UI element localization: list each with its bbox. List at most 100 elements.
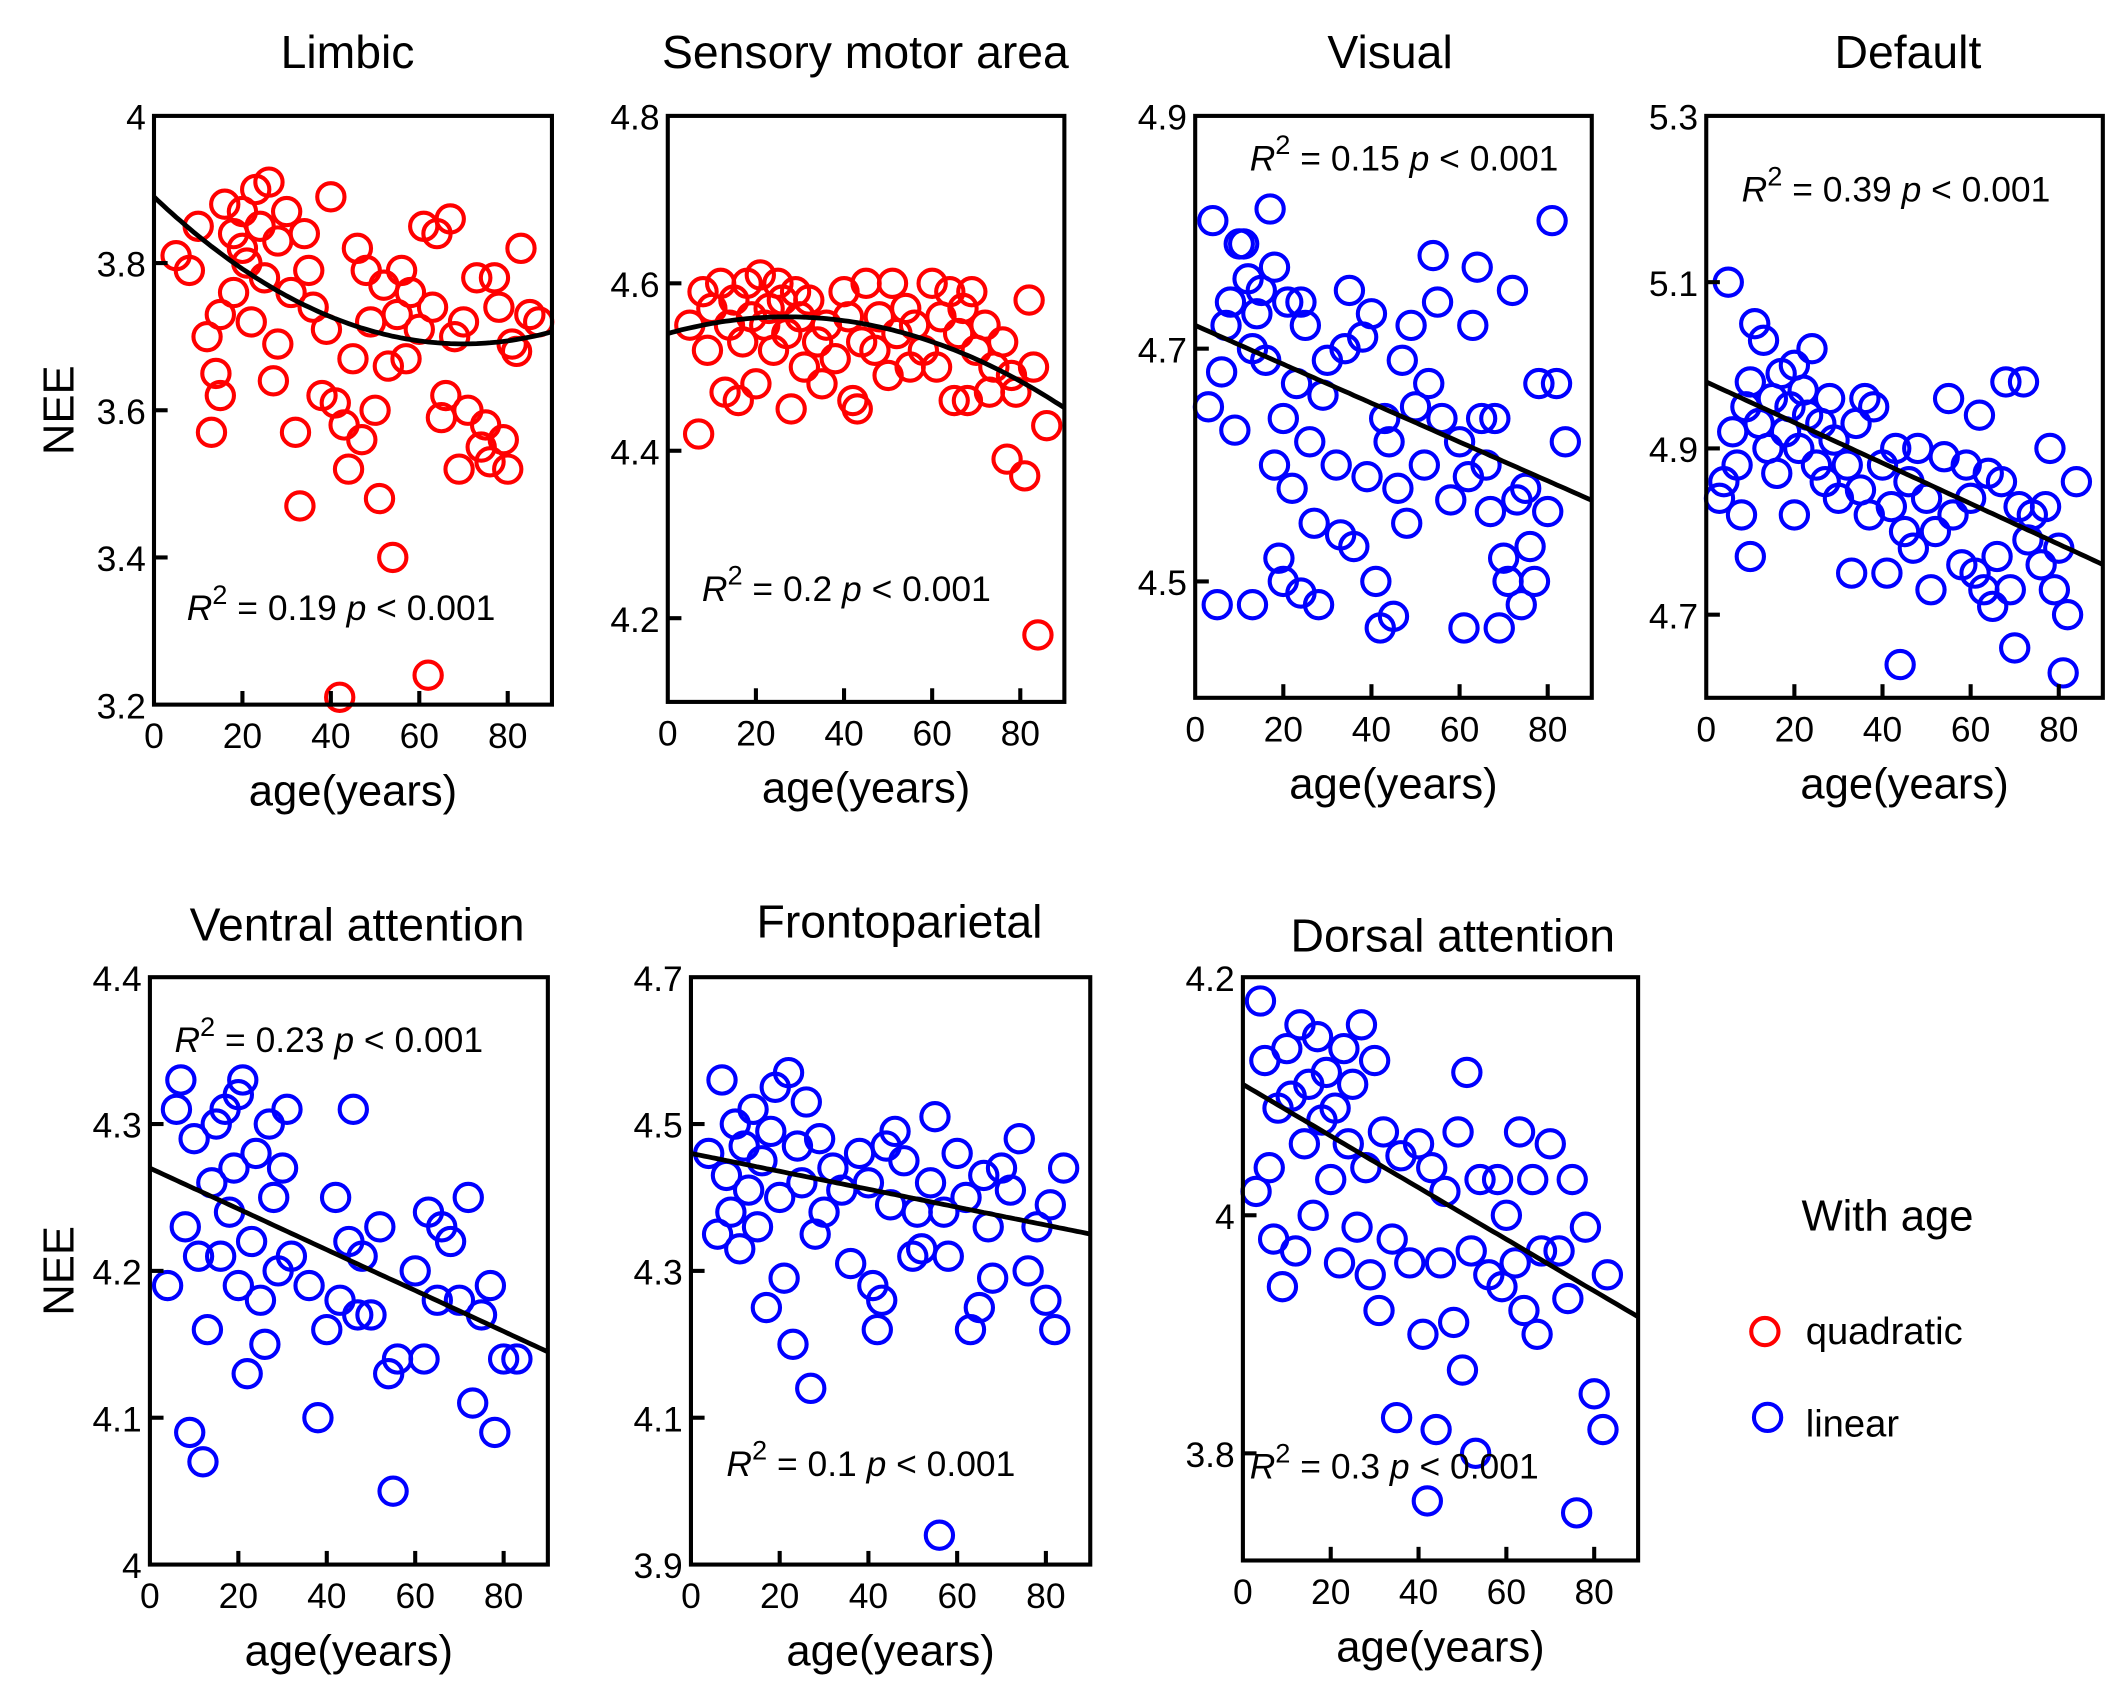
y-tick-label: 4.7 bbox=[1138, 330, 1187, 370]
x-tick-label: 20 bbox=[1311, 1572, 1350, 1612]
data-point bbox=[1880, 432, 1912, 465]
y-tick-label: 3.8 bbox=[1185, 1435, 1234, 1475]
data-point bbox=[1483, 612, 1515, 644]
data-point bbox=[1253, 1151, 1285, 1184]
data-point bbox=[1875, 490, 1907, 523]
data-point bbox=[355, 1299, 387, 1331]
x-tick-label: 60 bbox=[937, 1576, 976, 1616]
data-point bbox=[682, 418, 715, 450]
data-point bbox=[793, 284, 825, 316]
panel-title: Limbic bbox=[281, 26, 415, 78]
data-point bbox=[474, 446, 506, 478]
data-point bbox=[311, 1313, 343, 1346]
data-point bbox=[262, 225, 294, 257]
data-point bbox=[1420, 1413, 1452, 1446]
data-point bbox=[204, 298, 236, 331]
data-point bbox=[151, 1269, 184, 1302]
data-point bbox=[363, 482, 396, 515]
data-point bbox=[416, 291, 449, 323]
x-tick-label: 0 bbox=[144, 716, 164, 756]
panel-title: Ventral attention bbox=[190, 898, 525, 950]
data-point bbox=[1320, 449, 1352, 481]
data-point bbox=[479, 1416, 511, 1449]
data-point bbox=[1481, 1163, 1514, 1196]
data-point bbox=[781, 1130, 814, 1162]
data-point bbox=[390, 343, 422, 375]
p-value: 0.001 bbox=[407, 588, 496, 628]
x-tick-label: 20 bbox=[760, 1576, 799, 1616]
data-point bbox=[2025, 549, 2057, 581]
panel-visual: Visual 0 20 40 60 80 4.5 4.7 4.9 age(years) R2 = 0… bbox=[1138, 26, 1594, 809]
x-tick-label: 40 bbox=[849, 1576, 888, 1616]
data-point bbox=[744, 259, 776, 291]
panel-frontoparietal: Frontoparietal 0 20 40 60 80 3.9 4.1 4.3 4.5 4.7 ag… bbox=[634, 896, 1093, 1675]
data-point bbox=[1461, 251, 1493, 283]
y-tick-label: 5.1 bbox=[1649, 264, 1698, 304]
r2-annotation: R2 = 0.1 p < 0.001 bbox=[726, 1435, 1015, 1484]
data-point bbox=[1569, 1211, 1602, 1243]
data-point bbox=[1368, 402, 1401, 435]
data-point bbox=[1022, 619, 1054, 651]
data-point bbox=[408, 1343, 440, 1375]
y-tick-label: 3.9 bbox=[634, 1546, 683, 1586]
data-point bbox=[346, 1240, 378, 1272]
data-point bbox=[876, 267, 909, 299]
r2-value: 0.3 bbox=[1331, 1447, 1380, 1487]
data-point bbox=[1968, 574, 2000, 606]
data-point bbox=[841, 393, 873, 425]
data-point bbox=[1355, 298, 1388, 330]
data-point bbox=[790, 1086, 822, 1118]
x-tick-label: 60 bbox=[1487, 1572, 1526, 1612]
data-point bbox=[724, 1233, 756, 1265]
data-point bbox=[452, 1181, 484, 1214]
r2-value: 0.2 bbox=[783, 569, 832, 609]
panel-title: Sensory motor area bbox=[662, 26, 1069, 78]
data-point bbox=[231, 1357, 263, 1390]
data-point bbox=[1197, 204, 1229, 237]
data-point bbox=[994, 1174, 1027, 1206]
data-point bbox=[319, 1181, 352, 1214]
data-point bbox=[1455, 1235, 1487, 1267]
data-point bbox=[1734, 366, 1766, 398]
data-point bbox=[750, 1291, 783, 1324]
panel-title: Dorsal attention bbox=[1291, 909, 1615, 961]
data-point bbox=[1333, 274, 1366, 307]
data-point bbox=[1391, 507, 1423, 539]
data-point bbox=[1254, 193, 1286, 225]
data-point bbox=[1354, 1259, 1386, 1291]
data-point bbox=[1310, 1056, 1342, 1089]
data-point bbox=[976, 1262, 1009, 1294]
data-point bbox=[1271, 1032, 1303, 1065]
data-point bbox=[890, 292, 922, 325]
data-point bbox=[169, 1211, 201, 1243]
data-point bbox=[1514, 530, 1546, 563]
y-tick-label: 4.2 bbox=[92, 1253, 141, 1293]
data-point bbox=[457, 1387, 489, 1419]
data-point bbox=[1297, 1199, 1329, 1231]
data-point bbox=[1976, 590, 2009, 623]
data-point bbox=[1496, 274, 1529, 307]
data-point bbox=[1294, 426, 1326, 458]
data-point bbox=[1411, 1485, 1443, 1517]
fit-line-quadratic bbox=[667, 314, 1066, 410]
data-point bbox=[775, 393, 807, 425]
data-point bbox=[324, 1284, 356, 1316]
data-point bbox=[819, 342, 851, 375]
data-point bbox=[1214, 286, 1247, 318]
data-point bbox=[1778, 499, 1811, 531]
legend-marker-linear bbox=[1751, 1401, 1784, 1434]
fit-line-linear bbox=[690, 1151, 1091, 1237]
data-point bbox=[1376, 1223, 1408, 1255]
y-tick-label: 3.8 bbox=[97, 245, 146, 285]
x-axis-label: age(years) bbox=[249, 767, 457, 815]
data-point bbox=[1459, 1437, 1492, 1470]
data-point bbox=[1442, 1116, 1474, 1148]
data-point bbox=[266, 1152, 299, 1184]
x-tick-label: 80 bbox=[1001, 714, 1040, 754]
r2-value: 0.1 bbox=[808, 1444, 857, 1484]
data-point bbox=[1721, 449, 1753, 481]
data-point bbox=[240, 1137, 272, 1170]
data-point bbox=[253, 166, 285, 198]
data-point bbox=[866, 1284, 898, 1316]
data-point bbox=[1783, 432, 1815, 465]
